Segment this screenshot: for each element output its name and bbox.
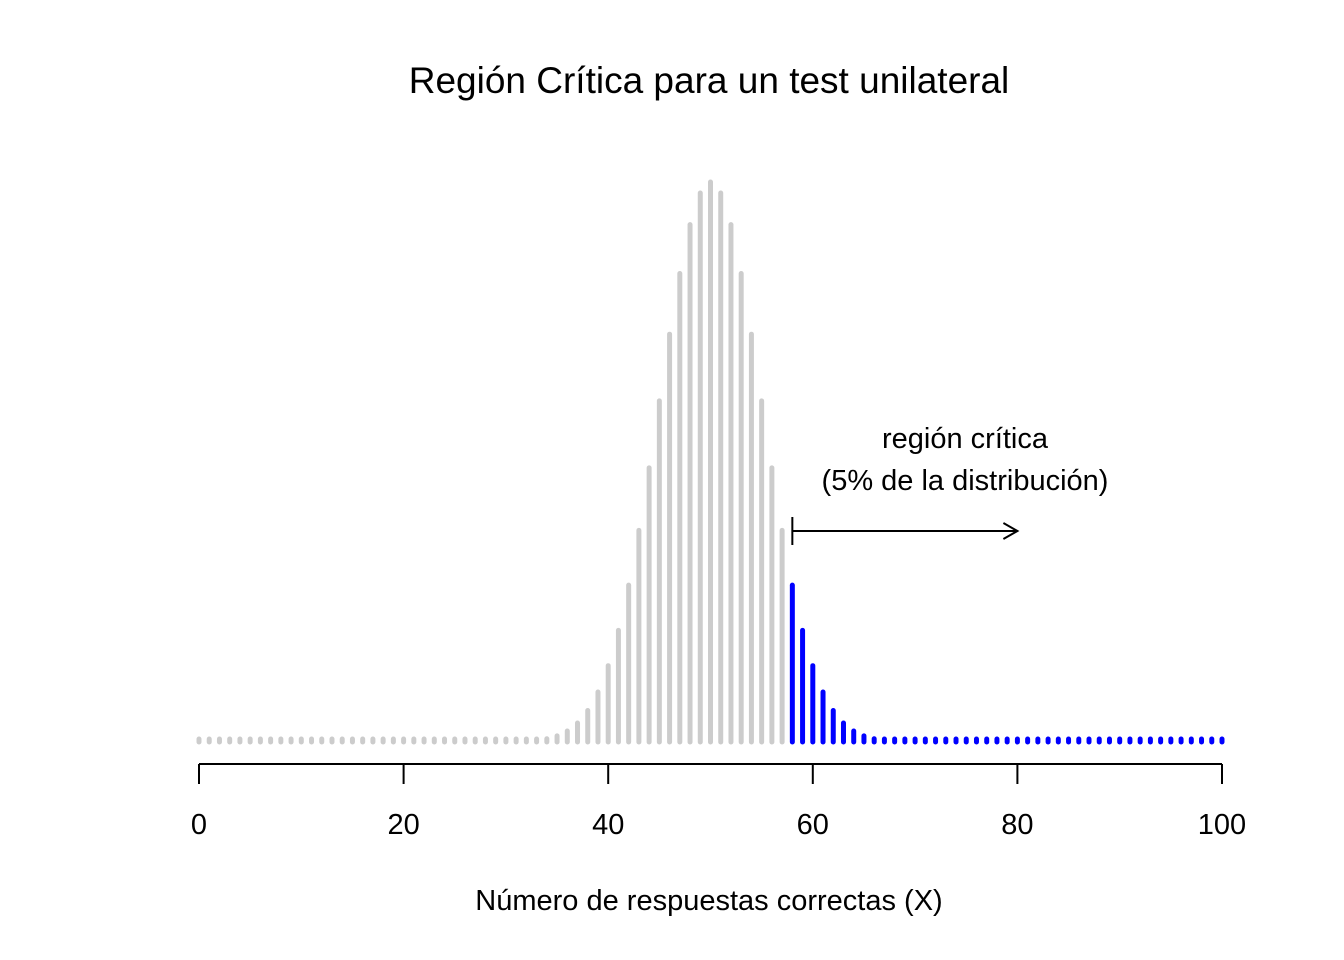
x-tick-label-60: 60 (797, 809, 829, 841)
bars-group (196, 179, 1225, 745)
x-tick-label-40: 40 (592, 809, 624, 841)
annotation-line-1: región crítica (882, 423, 1049, 455)
chart-title: Región Crítica para un test unilateral (409, 60, 1010, 101)
x-tick-label-80: 80 (1001, 809, 1033, 841)
x-axis-title: Número de respuestas correctas (X) (475, 885, 942, 917)
x-tick-label-20: 20 (387, 809, 419, 841)
x-tick-label-0: 0 (191, 809, 207, 841)
x-tick-label-100: 100 (1198, 809, 1246, 841)
annotation-line-2: (5% de la distribución) (822, 465, 1109, 497)
x-axis: 0 20 40 60 80 100 (191, 763, 1246, 841)
arrow-head (1002, 522, 1020, 540)
critical-region-annotation: región crítica (5% de la distribución) (791, 423, 1109, 545)
